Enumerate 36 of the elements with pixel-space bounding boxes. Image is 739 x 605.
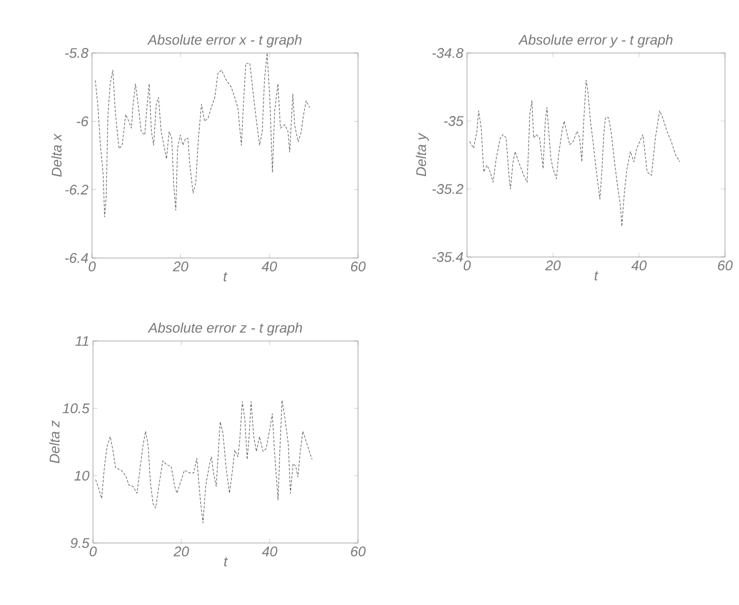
x-tick-label: 20 [172, 262, 188, 272]
y-tick-label: 10.5 [62, 403, 90, 414]
y-axis-title: Delta x [51, 133, 62, 177]
line-series [95, 52, 310, 218]
x-tick-label: 20 [545, 260, 561, 270]
chart-title: Absolute error y - t graph [518, 34, 672, 48]
y-tick-label: -5.8 [65, 48, 88, 58]
x-tick-label: 0 [90, 546, 97, 556]
line-series [95, 400, 312, 524]
y-tick-label: 10 [74, 470, 90, 481]
x-tick-label: 40 [631, 260, 647, 270]
chart-title: Absolute error z - t graph [148, 322, 302, 336]
x-tick-label: 20 [174, 546, 189, 556]
y-tick-label: -35 [444, 116, 464, 126]
x-axis-title: t [594, 271, 598, 280]
x-tick-label: 40 [262, 546, 278, 556]
chart-title: Absolute error x - t graph [147, 34, 302, 48]
y-axis-title: Delta z [49, 420, 60, 464]
y-tick-label: -35.2 [432, 184, 464, 194]
x-axis-title: t [224, 272, 228, 282]
y-tick-label: -35.4 [432, 252, 463, 262]
x-axis-title: t [224, 557, 228, 566]
x-tick-label: 60 [351, 262, 366, 272]
x-tick-label: 40 [262, 262, 277, 272]
x-tick-label: 60 [351, 546, 366, 556]
y-tick-label: -34.8 [432, 48, 464, 58]
x-tick-label: 60 [718, 260, 733, 270]
x-tick-label: 0 [88, 262, 96, 272]
y-tick-label: -6.4 [65, 253, 88, 263]
y-tick-label: 9.5 [70, 538, 90, 548]
y-tick-label: 11 [75, 336, 88, 346]
line-series [469, 80, 680, 227]
y-tick-label: -6.2 [65, 184, 88, 195]
y-axis-title: Delta y [416, 132, 429, 176]
x-tick-label: 0 [464, 260, 471, 270]
y-tick-label: -6 [76, 116, 88, 126]
